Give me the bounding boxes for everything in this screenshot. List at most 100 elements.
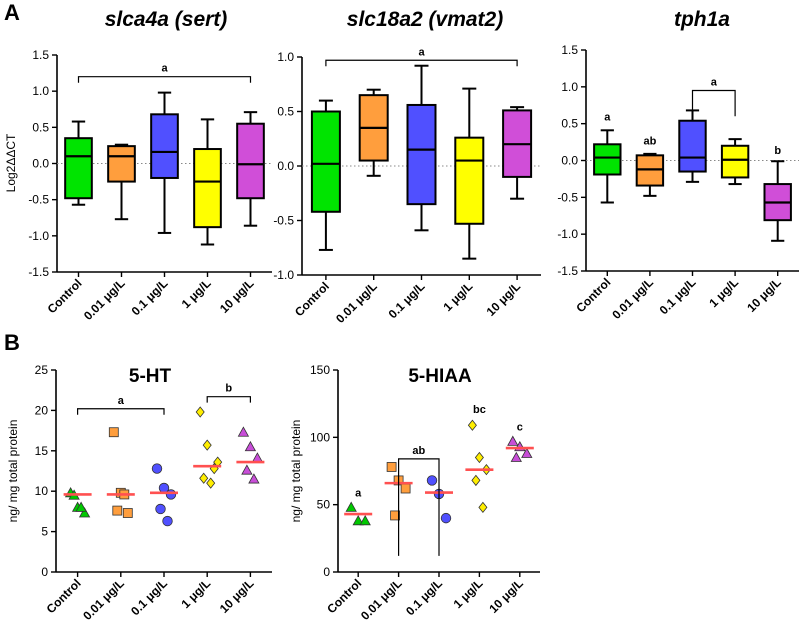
c1-category-label: 1 μg/L [441, 279, 476, 314]
c3-significance-label: a [118, 395, 125, 407]
c3-data-point [237, 426, 250, 437]
c3-data-point [155, 503, 166, 515]
chart-title-slc18a2: slc18a2 (vmat2) [347, 8, 503, 31]
c3-data-point [112, 505, 123, 516]
c2-box [593, 143, 622, 176]
c1-category-label: 0.1 μg/L [386, 279, 428, 321]
c2-box [635, 154, 665, 187]
c4-data-point [345, 501, 357, 512]
c3-data-point [122, 508, 133, 518]
c4-data-point [440, 512, 452, 524]
c4-data-point [471, 474, 481, 487]
c4-data-point [507, 435, 519, 446]
c1-y-tick-label: 0.5 [277, 105, 294, 119]
c3-data-point [151, 463, 163, 474]
c4-y-tick-label: 50 [317, 498, 331, 512]
c4-significance-label: bc [473, 404, 486, 416]
c2-y-tick-label: -1.0 [557, 227, 578, 241]
c0-box [107, 145, 136, 183]
chart-slc18a2: slc18a2 (vmat2) -1.0 -0.5 0.0 0.5 1.0 Control… [273, 8, 541, 326]
c3-category-label: Control [44, 576, 84, 616]
c4-category-label: 0.01 μg/L [358, 576, 405, 623]
c3-data-point [75, 501, 87, 512]
c3-data-point [165, 489, 177, 500]
c3-y-tick-label: 5 [41, 525, 48, 539]
c0-y-tick-label: -1.5 [28, 265, 49, 279]
c4-y-tick-label: 100 [310, 430, 330, 444]
c3-data-point [206, 477, 216, 489]
c4-significance-label: c [517, 422, 523, 434]
c4-data-point [467, 419, 477, 431]
c3-data-point [244, 440, 257, 452]
c2-y-tick-label: -0.5 [557, 190, 578, 204]
c2-y-tick-label: -1.5 [557, 264, 578, 278]
c4-data-point [352, 515, 364, 526]
c3-category-label: 0.1 μg/L [128, 576, 170, 618]
c0-y-tick-label: -0.5 [28, 193, 49, 207]
chart-title-5ht: 5-HT [129, 366, 172, 387]
chart-title-5hiaa: 5-HIAA [408, 366, 472, 387]
c0-category-label: 0.1 μg/L [129, 276, 171, 318]
c2-y-tick-label: 0.5 [561, 117, 578, 131]
c1-category-label: Control [292, 279, 332, 319]
c3-y-axis-label: ng/ mg total protein [6, 420, 20, 523]
c2-y-tick-label: 0.0 [561, 154, 578, 168]
c3-data-point [251, 452, 264, 463]
c3-y-tick-label: 15 [35, 444, 49, 458]
c4-data-point [390, 510, 401, 521]
c3-data-point [202, 439, 212, 451]
c4-category-label: 1 μg/L [451, 576, 486, 611]
c3-category-label: 0.01 μg/L [80, 576, 127, 623]
c2-category-label: 0.01 μg/L [609, 275, 656, 322]
c2-category-label: 1 μg/L [706, 275, 741, 310]
c3-category-label: 1 μg/L [178, 576, 213, 611]
c0-category-label: 1 μg/L [179, 276, 214, 311]
c0-y-axis-label: Log2ΔΔCT [4, 133, 18, 192]
c4-data-point [359, 515, 371, 526]
c0-y-tick-label: 1.5 [32, 48, 49, 62]
c4-category-label: 10 μg/L [486, 576, 526, 616]
c2-significance-label: ab [643, 135, 656, 147]
c4-data-point [510, 451, 522, 462]
c4-significance-label: a [355, 488, 362, 500]
c4-y-tick-label: 150 [310, 363, 330, 377]
c3-data-point [78, 507, 91, 518]
c1-significance-label: a [418, 46, 425, 58]
c4-category-label: 0.1 μg/L [403, 576, 445, 618]
c3-category-label: 10 μg/L [217, 576, 257, 616]
c0-category-label: 10 μg/L [217, 276, 257, 316]
c1-category-label: 10 μg/L [484, 279, 524, 319]
c2-significance-bracket [691, 89, 736, 117]
c3-y-tick-label: 25 [35, 363, 49, 377]
c4-y-axis-label: ng/ mg total protein [289, 420, 303, 523]
c4-data-point [478, 501, 488, 514]
c4-data-point [426, 475, 438, 486]
c4-category-label: Control [324, 576, 364, 616]
c3-data-point [195, 406, 205, 418]
c0-y-tick-label: -1.0 [28, 229, 49, 243]
c1-box [406, 103, 437, 206]
c3-y-tick-label: 20 [35, 403, 49, 417]
c3-data-point [199, 472, 209, 484]
chart-slca4a: slca4a (sert) -1.5 -1.0 -0.5 0.0 0.5 1.0 1.5 Co… [4, 8, 272, 323]
c4-y-tick-label: 0 [323, 565, 330, 579]
c0-significance-label: a [161, 63, 168, 75]
c0-y-tick-label: 1.0 [32, 84, 49, 98]
c4-data-point [400, 483, 411, 494]
c4-significance-bracket [398, 458, 440, 556]
c1-box [310, 110, 341, 213]
c2-significance-label: a [604, 112, 611, 124]
c3-significance-label: b [225, 383, 232, 395]
c0-category-label: 0.01 μg/L [81, 276, 128, 323]
c3-data-point [108, 427, 119, 438]
c1-y-tick-label: 0.0 [277, 159, 294, 173]
c4-data-point [386, 462, 397, 472]
c1-y-tick-label: 1.0 [277, 50, 294, 64]
c0-box [64, 137, 93, 200]
c2-box [720, 144, 750, 179]
c0-box [236, 122, 265, 200]
c3-data-point [241, 464, 253, 475]
chart-title-slca4a: slca4a (sert) [105, 8, 228, 31]
